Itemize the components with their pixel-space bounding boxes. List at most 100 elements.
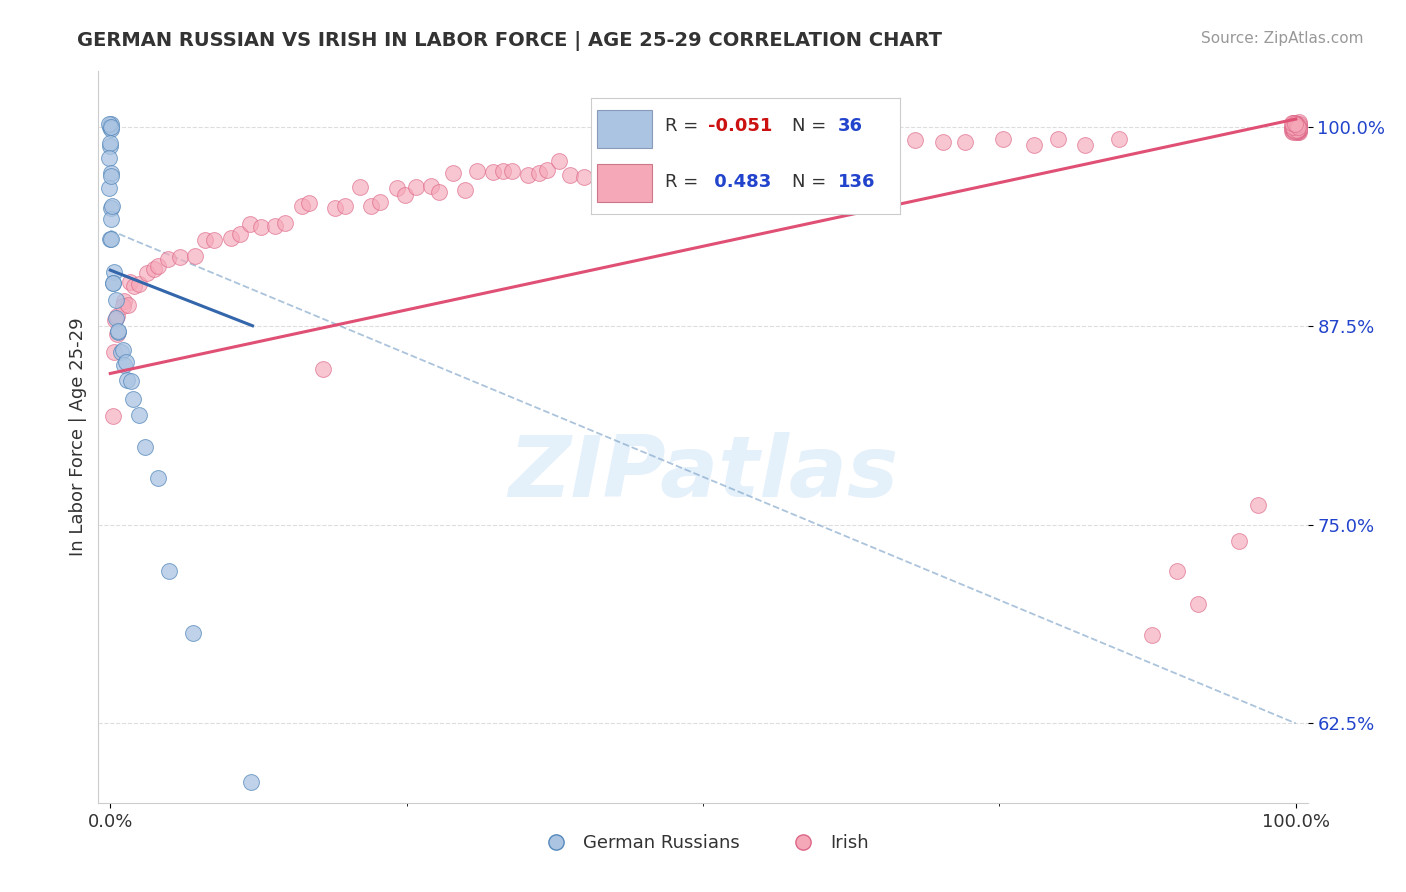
Point xyxy=(1286,123,1309,137)
Point xyxy=(596,154,619,169)
Point xyxy=(183,249,205,263)
Point xyxy=(1074,138,1097,153)
Point xyxy=(991,132,1014,146)
Point xyxy=(104,311,127,326)
Point xyxy=(693,147,716,161)
Text: N =: N = xyxy=(792,117,831,135)
Point xyxy=(112,293,135,308)
Point xyxy=(1281,120,1303,134)
Point xyxy=(98,231,121,245)
Point xyxy=(1284,117,1306,131)
Point xyxy=(107,325,129,339)
Point xyxy=(1282,124,1305,138)
Point xyxy=(1286,118,1309,132)
Point xyxy=(441,166,464,180)
Point xyxy=(112,358,135,372)
Point xyxy=(115,355,138,369)
Point xyxy=(572,170,595,185)
Point xyxy=(157,252,180,266)
Point xyxy=(1284,116,1306,130)
Point xyxy=(558,168,581,182)
Point xyxy=(239,217,262,231)
Point xyxy=(124,279,146,293)
Legend: German Russians, Irish: German Russians, Irish xyxy=(530,827,876,860)
Point xyxy=(1286,122,1309,136)
Point xyxy=(1288,115,1310,129)
Point xyxy=(1284,118,1306,132)
Point xyxy=(1285,122,1308,136)
Y-axis label: In Labor Force | Age 25-29: In Labor Force | Age 25-29 xyxy=(69,318,87,557)
Point xyxy=(501,164,523,178)
Point xyxy=(1286,125,1309,139)
Text: 136: 136 xyxy=(838,173,876,191)
Text: ZIPatlas: ZIPatlas xyxy=(508,432,898,516)
Point xyxy=(1227,533,1250,548)
Point xyxy=(1288,120,1310,134)
Point xyxy=(298,195,321,210)
Point xyxy=(1282,117,1305,131)
Point xyxy=(1281,121,1303,136)
Point xyxy=(1285,117,1308,131)
Point xyxy=(811,132,834,146)
Point xyxy=(1022,138,1045,153)
Text: 36: 36 xyxy=(838,117,863,135)
Point xyxy=(385,181,408,195)
Point xyxy=(1284,116,1306,130)
Point xyxy=(1282,120,1305,135)
Point xyxy=(101,199,124,213)
Point xyxy=(1284,118,1306,132)
Point xyxy=(105,326,128,341)
Point xyxy=(100,232,122,246)
Point xyxy=(1282,119,1305,133)
Point xyxy=(405,179,427,194)
Point xyxy=(100,122,122,136)
Point xyxy=(1282,116,1305,130)
Point xyxy=(454,183,477,197)
Point xyxy=(100,166,122,180)
Point xyxy=(1282,117,1305,131)
Bar xyxy=(596,110,652,148)
Point xyxy=(1286,123,1309,137)
Point xyxy=(1284,117,1306,131)
Point xyxy=(832,134,855,148)
Point xyxy=(1282,120,1305,134)
Point xyxy=(624,154,647,169)
Point xyxy=(588,167,610,181)
Point xyxy=(100,212,122,227)
Point xyxy=(1285,124,1308,138)
Point xyxy=(229,227,252,241)
Text: GERMAN RUSSIAN VS IRISH IN LABOR FORCE | AGE 25-29 CORRELATION CHART: GERMAN RUSSIAN VS IRISH IN LABOR FORCE |… xyxy=(77,31,942,51)
Point xyxy=(98,136,121,150)
Point xyxy=(420,179,443,194)
Point xyxy=(219,230,242,244)
Point xyxy=(143,261,166,276)
Point xyxy=(1286,123,1309,137)
Point xyxy=(100,201,122,215)
Point xyxy=(1284,120,1306,135)
Point xyxy=(1288,121,1310,136)
Point xyxy=(98,117,121,131)
Point xyxy=(1282,122,1305,136)
Point xyxy=(1281,124,1303,138)
Point xyxy=(136,266,159,280)
Point xyxy=(107,326,129,340)
Point xyxy=(1281,115,1303,129)
Point xyxy=(1281,116,1303,130)
Point xyxy=(1288,125,1310,139)
Point xyxy=(312,362,335,376)
Point xyxy=(1282,120,1305,134)
Point xyxy=(868,140,890,154)
Point xyxy=(775,133,797,147)
Point xyxy=(263,219,285,234)
Point xyxy=(748,136,770,150)
Point xyxy=(193,233,215,247)
Point xyxy=(1286,122,1309,136)
Point xyxy=(536,163,558,178)
Point xyxy=(169,250,191,264)
Point xyxy=(349,180,371,194)
Point xyxy=(104,312,127,326)
Point xyxy=(1284,124,1306,138)
Text: R =: R = xyxy=(665,117,704,135)
Point xyxy=(1282,120,1305,135)
Point xyxy=(1285,123,1308,137)
